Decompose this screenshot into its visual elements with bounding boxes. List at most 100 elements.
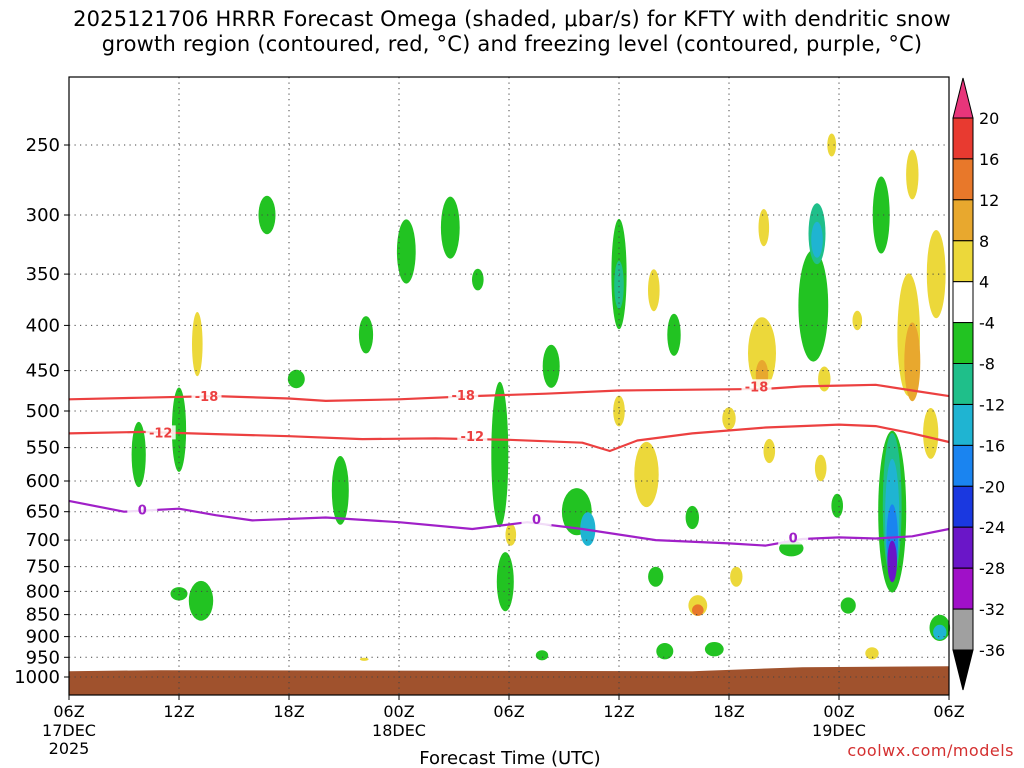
omega-shaded-region bbox=[798, 249, 829, 362]
contour-label-0: 0 bbox=[532, 513, 541, 528]
omega-shaded-region bbox=[904, 322, 921, 402]
x-tick-date-label: 17DEC bbox=[42, 721, 96, 740]
colorbar-swatch bbox=[952, 608, 974, 651]
x-tick-date-label: 19DEC bbox=[812, 721, 866, 740]
contour-label-bg bbox=[457, 429, 488, 443]
y-tick-label: 500 bbox=[26, 401, 60, 422]
contour-label-bg bbox=[448, 388, 479, 403]
contour-label--18: -18 bbox=[745, 380, 769, 395]
omega-shaded-region bbox=[188, 580, 214, 621]
omega-shading-layer bbox=[131, 133, 951, 661]
omega-shaded-region bbox=[542, 344, 560, 388]
omega-shaded-region bbox=[648, 566, 664, 587]
omega-shaded-region bbox=[887, 540, 897, 583]
contour-label-0: 0 bbox=[789, 532, 798, 547]
x-tick-label: 00Z bbox=[823, 702, 854, 721]
y-tick-label: 600 bbox=[26, 471, 60, 492]
colorbar-label: -8 bbox=[979, 355, 995, 374]
y-tick-label: 850 bbox=[26, 605, 60, 626]
omega-shaded-region bbox=[170, 587, 188, 601]
colorbar-top-triangle bbox=[952, 77, 974, 119]
contour-label--12: -12 bbox=[149, 426, 173, 441]
omega-shaded-region bbox=[440, 196, 460, 259]
colorbar-label: 16 bbox=[979, 150, 999, 169]
y-tick-label: 700 bbox=[26, 530, 60, 551]
omega-shaded-region bbox=[505, 523, 517, 546]
omega-shaded-region bbox=[831, 493, 843, 518]
colorbar-swatch bbox=[952, 526, 974, 569]
y-tick-label: 650 bbox=[26, 502, 60, 523]
omega-shaded-region bbox=[730, 566, 743, 587]
colorbar-swatch bbox=[952, 117, 974, 160]
omega-shaded-region bbox=[667, 313, 681, 356]
credit-text: coolwx.com/models bbox=[847, 741, 1014, 760]
contour-label--18: -18 bbox=[195, 390, 219, 405]
contour-line--12 bbox=[68, 423, 950, 453]
colorbar-swatch bbox=[952, 158, 974, 201]
x-tick-label: 12Z bbox=[603, 702, 634, 721]
terrain-layer bbox=[69, 666, 949, 695]
omega-shaded-region bbox=[827, 133, 837, 157]
colorbar-swatch bbox=[952, 281, 974, 324]
terrain-fill bbox=[69, 666, 949, 695]
contour-label-bg bbox=[778, 530, 809, 545]
colorbar: 20 16 12 8 4 -4 -8 -12 -16 -20 -24 -28 -32 -36 bbox=[952, 77, 1005, 691]
chart-title-line-1: 2025121706 HRRR Forecast Omega (shaded, … bbox=[73, 7, 951, 31]
x-axis-label: Forecast Time (UTC) bbox=[419, 748, 600, 768]
omega-shaded-region bbox=[906, 149, 919, 200]
omega-shaded-region bbox=[704, 642, 724, 657]
omega-shaded-region bbox=[614, 260, 624, 309]
x-tick-label: 00Z bbox=[383, 702, 414, 721]
omega-shaded-region bbox=[685, 505, 699, 530]
x-tick-date-label: 18DEC bbox=[372, 721, 426, 740]
contour-label--18: -18 bbox=[451, 389, 475, 404]
omega-shaded-region bbox=[131, 421, 146, 488]
colorbar-bottom-triangle bbox=[952, 649, 974, 691]
colorbar-label: -20 bbox=[979, 477, 1005, 496]
colorbar-swatch bbox=[952, 240, 974, 283]
omega-shaded-region bbox=[763, 438, 776, 464]
y-tick-label: 300 bbox=[26, 205, 60, 226]
colorbar-label: -12 bbox=[979, 396, 1005, 415]
contour-label--12: -12 bbox=[461, 430, 485, 445]
omega-shaded-region bbox=[634, 441, 659, 508]
contour-label-bg bbox=[741, 379, 772, 394]
omega-shaded-region bbox=[926, 230, 946, 319]
x-tick-label: 18Z bbox=[713, 702, 744, 721]
omega-shaded-region bbox=[840, 597, 856, 614]
contour-label-bg bbox=[127, 502, 158, 517]
colorbar-label: 12 bbox=[979, 191, 999, 210]
y-tick-label: 450 bbox=[26, 361, 60, 382]
omega-shaded-region bbox=[192, 312, 203, 377]
contour-label-bg bbox=[191, 388, 222, 403]
omega-shaded-region bbox=[358, 316, 374, 354]
colorbar-label: -36 bbox=[979, 641, 1005, 660]
y-tick-label: 250 bbox=[26, 135, 60, 156]
y-tick-label: 950 bbox=[26, 647, 60, 668]
colorbar-swatch bbox=[952, 567, 974, 610]
chart-title-line-2: growth region (contoured, red, °C) and f… bbox=[101, 32, 923, 56]
omega-shaded-region bbox=[811, 221, 823, 258]
x-tick-label: 06Z bbox=[493, 702, 524, 721]
colorbar-label: -16 bbox=[979, 436, 1005, 455]
omega-shaded-region bbox=[656, 643, 674, 660]
x-tick-label: 18Z bbox=[273, 702, 304, 721]
colorbar-swatch bbox=[952, 199, 974, 242]
omega-shaded-region bbox=[535, 650, 549, 661]
colorbar-label: 20 bbox=[979, 109, 999, 128]
contour-label-0: 0 bbox=[138, 504, 147, 519]
colorbar-swatch bbox=[952, 363, 974, 405]
x-tick-label: 12Z bbox=[163, 702, 194, 721]
contour-label-bg bbox=[521, 511, 552, 526]
colorbar-label: 8 bbox=[979, 232, 989, 251]
omega-shaded-region bbox=[872, 176, 890, 254]
omega-shaded-region bbox=[396, 219, 416, 284]
omega-shaded-region bbox=[472, 268, 484, 291]
y-tick-label: 800 bbox=[26, 581, 60, 602]
colorbar-swatch bbox=[952, 404, 974, 446]
omega-shaded-region bbox=[758, 209, 770, 247]
omega-shaded-region bbox=[359, 657, 369, 661]
colorbar-swatch bbox=[952, 485, 974, 528]
colorbar-swatch bbox=[952, 444, 974, 487]
